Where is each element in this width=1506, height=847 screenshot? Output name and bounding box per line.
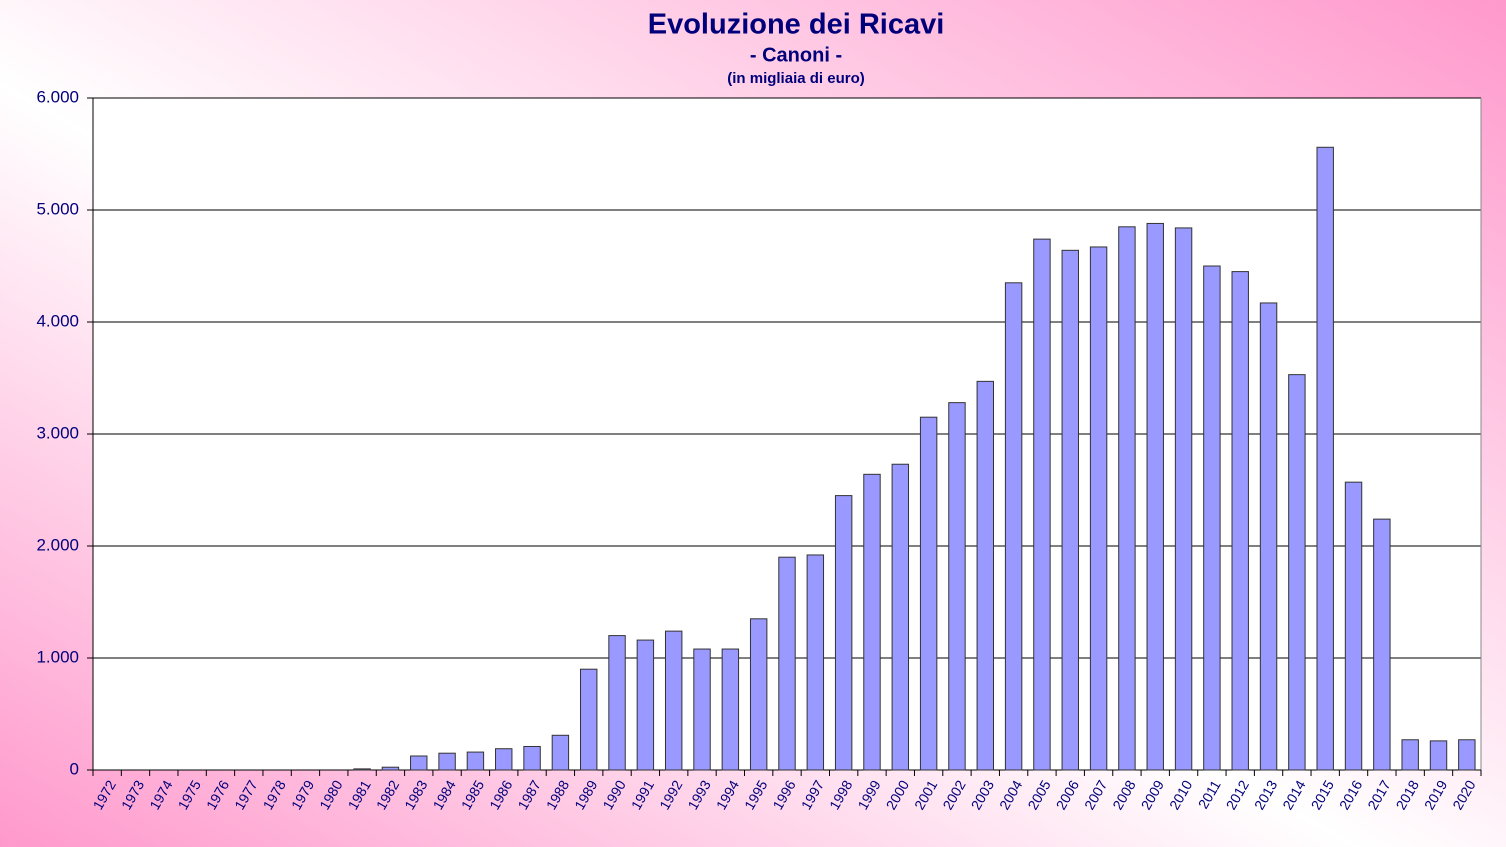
- bar: [523, 745, 541, 771]
- bar: [1203, 265, 1221, 771]
- bar: [438, 752, 456, 771]
- bar: [1061, 249, 1079, 771]
- bar: [721, 648, 740, 771]
- bar: [891, 463, 910, 771]
- bar: [1401, 739, 1419, 771]
- y-tick-label: 0: [70, 759, 79, 778]
- bar: [1429, 740, 1448, 771]
- bar: [1004, 282, 1023, 771]
- bar: [579, 668, 598, 771]
- bar: [1458, 739, 1476, 771]
- bar: [976, 380, 995, 771]
- bar: [1288, 374, 1306, 771]
- bar: [1033, 238, 1051, 771]
- bar: [1316, 146, 1334, 771]
- bar: [381, 766, 400, 771]
- bar: [636, 639, 655, 771]
- bar: [466, 751, 485, 771]
- bar: [863, 473, 881, 771]
- bar: [495, 748, 513, 771]
- bar: [1344, 481, 1363, 771]
- bar: [551, 734, 570, 771]
- y-tick-label: 6.000: [36, 87, 79, 106]
- bar: [834, 495, 853, 771]
- bar: [1118, 226, 1136, 771]
- y-tick-label: 2.000: [36, 535, 79, 554]
- bar: [778, 556, 796, 771]
- bar: [1174, 227, 1193, 771]
- bar: [608, 635, 626, 771]
- bar: [1146, 222, 1164, 771]
- bar: [410, 755, 428, 771]
- y-tick-label: 3.000: [36, 423, 79, 442]
- bar: [1259, 302, 1278, 771]
- bar: [693, 648, 711, 771]
- chart-note: (in migliaia di euro): [727, 70, 865, 87]
- bar: [1373, 518, 1391, 771]
- bar: [948, 402, 966, 771]
- bar: [664, 630, 683, 771]
- bar: [919, 416, 938, 771]
- bar: [749, 618, 768, 771]
- chart-subtitle: - Canoni -: [750, 44, 842, 66]
- bar: [353, 768, 371, 771]
- bar: [1089, 246, 1108, 771]
- chart-title: Evoluzione dei Ricavi: [648, 9, 945, 41]
- bar: [1231, 271, 1249, 771]
- y-tick-label: 5.000: [36, 199, 79, 218]
- y-tick-label: 4.000: [36, 311, 79, 330]
- y-tick-label: 1.000: [36, 647, 79, 666]
- bar: [806, 554, 825, 771]
